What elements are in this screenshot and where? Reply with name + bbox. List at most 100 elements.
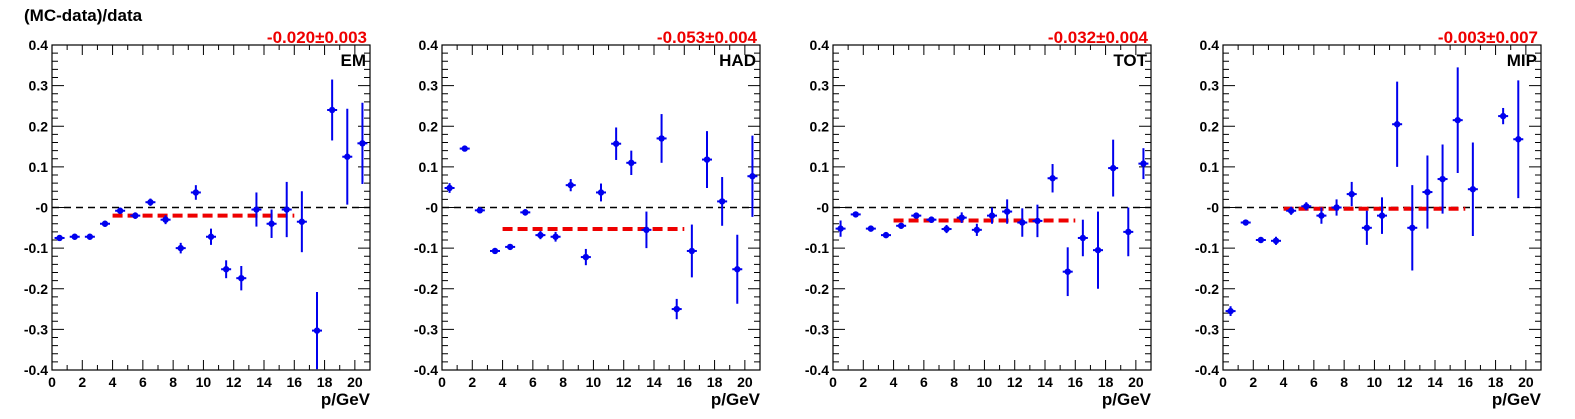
- x-tick-label: 16: [1067, 374, 1083, 390]
- x-tick-label: 2: [78, 374, 86, 390]
- data-point: [1109, 164, 1117, 172]
- data-point: [71, 233, 78, 240]
- fit-result-label: -0.032±0.004: [1048, 28, 1149, 47]
- chart-panel-em: -0.4 -0.3 -0.2 -0.1 -0 0.1 0.2 0.3 0.4 0 2 4 6 8 10 12 1…: [24, 28, 371, 409]
- y-tick-label: -0.1: [1195, 240, 1219, 256]
- x-tick-label: 16: [676, 374, 692, 390]
- y-tick-label: -0.2: [24, 281, 48, 297]
- x-tick-label: 20: [1128, 374, 1144, 390]
- data-point: [749, 173, 756, 180]
- data-point: [1393, 121, 1401, 128]
- x-tick-label: 4: [890, 374, 898, 390]
- y-tick-label: 0.1: [1200, 159, 1220, 175]
- y-tick-label: -0.3: [24, 321, 48, 337]
- x-tick-label: 6: [1310, 374, 1318, 390]
- x-tick-label: 8: [559, 374, 567, 390]
- data-point: [943, 225, 950, 233]
- y-tick-label: 0.3: [29, 78, 49, 94]
- x-tick-label: 12: [1397, 374, 1413, 390]
- data-point: [582, 253, 590, 261]
- y-tick-label: -0.3: [1195, 321, 1219, 337]
- data-point: [192, 189, 200, 196]
- data-point: [506, 243, 514, 251]
- x-tick-label: 4: [499, 374, 507, 390]
- data-point: [1424, 188, 1431, 196]
- panel-label: HAD: [719, 51, 756, 70]
- data-point: [116, 207, 124, 214]
- data-point: [958, 214, 965, 221]
- y-tick-label: 0.2: [810, 118, 830, 134]
- data-point: [1019, 219, 1026, 226]
- data-point: [491, 247, 499, 255]
- y-tick-label: -0.3: [805, 321, 829, 337]
- chart-panel-mip: -0.4 -0.3 -0.2 -0.1 -0 0.1 0.2 0.3 0.4 0 2 4 6 8 10 12 1…: [1195, 28, 1542, 409]
- y-tick-label: 0.4: [29, 37, 49, 53]
- x-axis-title: p/GeV: [321, 390, 371, 409]
- data-point: [1348, 190, 1355, 198]
- data-point: [147, 199, 154, 206]
- data-point: [461, 145, 468, 152]
- x-tick-label: 8: [1340, 374, 1348, 390]
- data-point: [238, 274, 245, 282]
- data-point: [1094, 246, 1102, 254]
- x-tick-label: 10: [196, 374, 212, 390]
- y-tick-label: -0.2: [1195, 281, 1219, 297]
- data-point: [1409, 224, 1416, 232]
- x-tick-label: 10: [977, 374, 993, 390]
- data-point: [537, 231, 544, 239]
- x-tick-label: 16: [1457, 374, 1473, 390]
- x-tick-label: 2: [859, 374, 867, 390]
- data-point: [298, 218, 306, 225]
- data-point: [522, 209, 529, 216]
- x-tick-label: 18: [317, 374, 333, 390]
- x-tick-label: 4: [109, 374, 117, 390]
- data-point: [101, 220, 109, 227]
- figure-ylabel: (MC-data)/data: [24, 6, 143, 25]
- panel-label: TOT: [1113, 51, 1147, 70]
- y-tick-label: -0.1: [24, 240, 48, 256]
- x-tick-label: 14: [1427, 374, 1443, 390]
- x-tick-label: 0: [1219, 374, 1227, 390]
- x-axis-title: p/GeV: [1492, 390, 1542, 409]
- x-tick-label: 4: [1280, 374, 1288, 390]
- data-point: [1439, 175, 1446, 183]
- x-tick-label: 20: [737, 374, 753, 390]
- chart-panel-tot: -0.4 -0.3 -0.2 -0.1 -0 0.1 0.2 0.3 0.4 0 2 4 6 8 10 12 1…: [805, 28, 1152, 409]
- panel-label: EM: [341, 51, 367, 70]
- data-point: [567, 181, 574, 189]
- x-tick-label: 14: [256, 374, 272, 390]
- x-tick-label: 18: [1098, 374, 1114, 390]
- y-tick-label: -0.4: [24, 362, 48, 378]
- y-tick-label: -0: [1207, 200, 1220, 216]
- x-tick-label: 10: [1367, 374, 1383, 390]
- x-tick-label: 18: [707, 374, 723, 390]
- y-tick-label: 0.1: [810, 159, 830, 175]
- data-point: [658, 135, 665, 142]
- data-point: [446, 184, 453, 192]
- y-tick-label: -0.4: [414, 362, 438, 378]
- x-tick-label: 2: [468, 374, 476, 390]
- data-point: [913, 212, 920, 219]
- data-point: [1499, 112, 1507, 120]
- x-tick-label: 16: [286, 374, 302, 390]
- data-point: [313, 327, 321, 334]
- x-tick-label: 0: [829, 374, 837, 390]
- data-point: [1454, 116, 1461, 124]
- y-tick-label: -0.4: [805, 362, 829, 378]
- x-tick-label: 12: [616, 374, 632, 390]
- data-point: [56, 234, 63, 242]
- y-tick-label: 0.2: [419, 118, 439, 134]
- data-point: [867, 225, 875, 232]
- x-tick-label: 8: [169, 374, 177, 390]
- data-point: [628, 159, 635, 167]
- data-point: [207, 233, 215, 240]
- data-point: [328, 106, 336, 114]
- y-tick-label: 0.1: [29, 159, 49, 175]
- data-point: [643, 226, 650, 234]
- y-tick-label: -0.2: [414, 281, 438, 297]
- x-tick-label: 0: [438, 374, 446, 390]
- x-tick-label: 8: [950, 374, 958, 390]
- y-tick-label: -0.1: [414, 240, 438, 256]
